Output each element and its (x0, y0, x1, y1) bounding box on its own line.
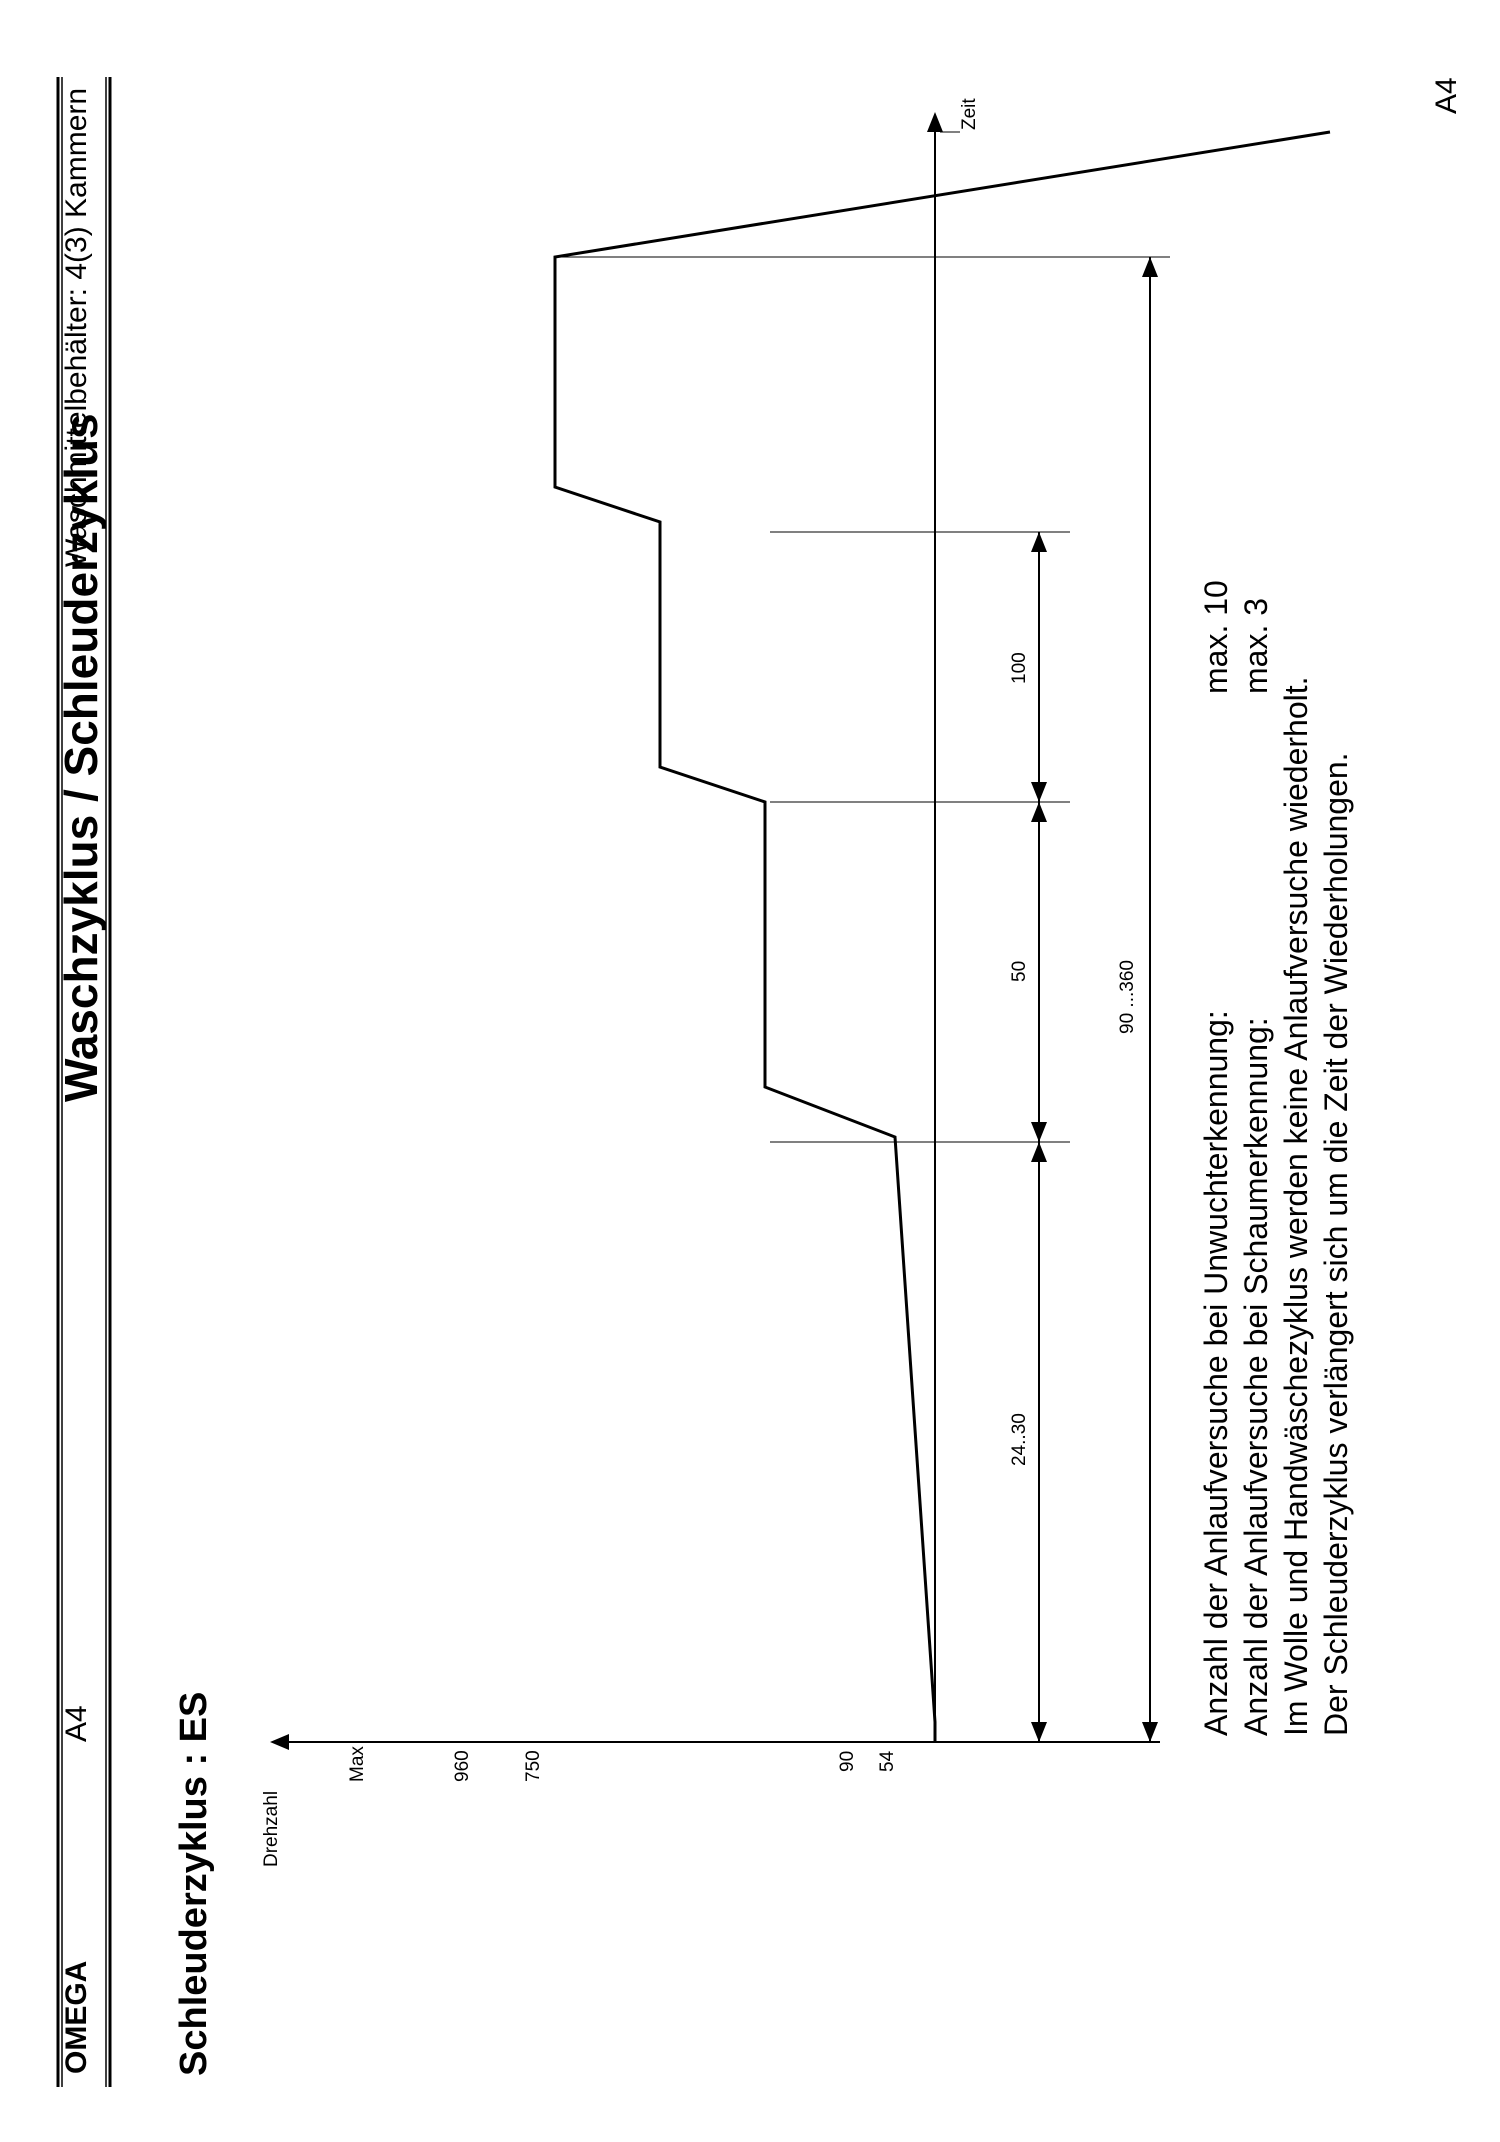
y-tick-max: Max (347, 1746, 368, 1782)
dim-24-30 (1031, 1142, 1047, 1742)
spin-profile-line (553, 130, 1331, 1742)
page-marker: A4 (1430, 77, 1463, 114)
interval-label-100: 100 (1009, 652, 1030, 684)
interval-label-90-360: 90 ...360 (1117, 960, 1138, 1034)
dim-100 (1031, 532, 1047, 802)
header-brand: OMEGA (60, 1960, 93, 2074)
y-tick-54: 54 (877, 1750, 898, 1772)
note-2-value: max. 3 (1238, 597, 1274, 694)
y-axis-label: Drehzahl (261, 1790, 282, 1867)
y-axis-arrow (270, 1734, 289, 1750)
y-tick-90: 90 (837, 1750, 858, 1772)
dim-90-360 (1142, 257, 1158, 1742)
note-3: Im Wolle und Handwäschezyklus werden kei… (1278, 676, 1314, 1736)
header-right: Waschmittelbehälter: 4(3) Kammern (60, 87, 93, 567)
y-tick-960: 960 (452, 1750, 473, 1782)
dim-50 (1031, 802, 1047, 1142)
y-tick-750: 750 (523, 1750, 544, 1782)
x-axis-arrow (927, 112, 943, 132)
note-1-value: max. 10 (1198, 580, 1234, 694)
chart-title: Schleuderzyklus : ES (173, 1691, 215, 2076)
x-axis-label: Zeit (959, 98, 980, 130)
note-4: Der Schleuderzyklus verlängert sich um d… (1318, 752, 1354, 1736)
note-1-label: Anzahl der Anlaufversuche bei Unwuchterk… (1198, 1010, 1234, 1736)
interval-label-24-30: 24..30 (1009, 1413, 1030, 1466)
note-2-label: Anzahl der Anlaufversuche bei Schaumerke… (1238, 1017, 1274, 1736)
header-code: A4 (60, 1705, 93, 1742)
interval-label-50: 50 (1009, 960, 1030, 982)
